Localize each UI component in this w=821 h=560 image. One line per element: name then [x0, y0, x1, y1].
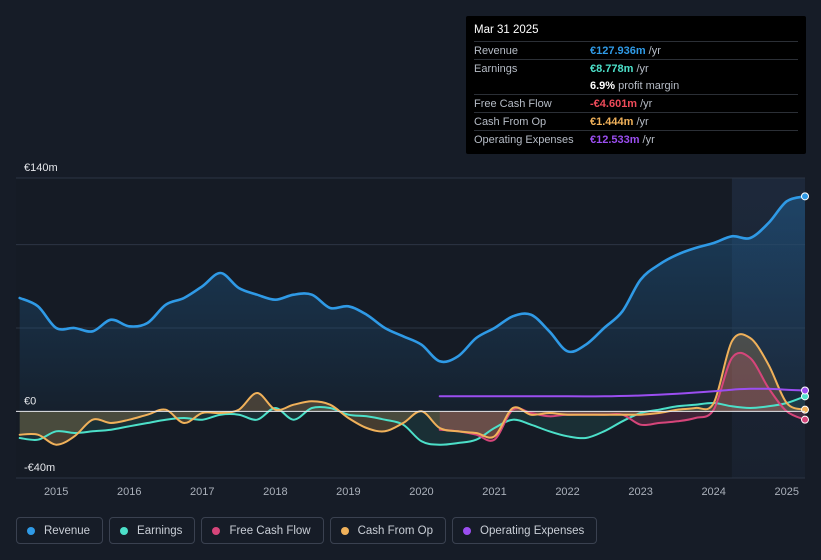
tooltip-label: Free Cash Flow — [474, 97, 552, 110]
x-tick-label: 2023 — [628, 486, 652, 498]
legend-label: Cash From Op — [357, 524, 434, 537]
legend-item-cash-from-op[interactable]: Cash From Op — [329, 517, 447, 544]
legend-item-free-cash-flow[interactable]: Free Cash Flow — [201, 517, 324, 544]
x-tick-label: 2025 — [774, 486, 798, 498]
legend-label: Operating Expenses — [480, 524, 585, 537]
tooltip-value: €1.444m — [590, 115, 634, 128]
x-tick-label: 2018 — [263, 486, 287, 498]
y-tick-label: €140m — [24, 162, 58, 174]
legend-item-earnings[interactable]: Earnings — [109, 517, 196, 544]
tooltip-label: Cash From Op — [474, 115, 547, 128]
x-tick-label: 2016 — [117, 486, 141, 498]
tooltip-label: Revenue — [474, 44, 519, 57]
legend-label: Earnings — [137, 524, 183, 537]
x-tick-label: 2022 — [555, 486, 579, 498]
legend-dot-icon — [340, 526, 349, 535]
tooltip-unit: profit margin — [618, 79, 680, 92]
tooltip-value: €8.778m — [590, 62, 634, 75]
legend-label: Free Cash Flow — [229, 524, 311, 537]
chart-legend: Revenue Earnings Free Cash Flow Cash Fro… — [16, 517, 598, 544]
tooltip-unit: /yr — [636, 62, 649, 75]
data-tooltip: Mar 31 2025 Revenue €127.936m /yr Earnin… — [466, 16, 806, 154]
tooltip-row-operating-expenses: Operating Expenses €12.533m /yr — [474, 130, 798, 148]
legend-dot-icon — [463, 526, 472, 535]
tooltip-value: €127.936m — [590, 44, 646, 57]
tooltip-row-cash-from-op: Cash From Op €1.444m /yr — [474, 112, 798, 130]
series-endpoint-free-cash-flow — [801, 415, 809, 424]
series-endpoint-revenue — [801, 192, 809, 201]
legend-label: Revenue — [44, 524, 91, 537]
tooltip-unit: /yr — [636, 115, 649, 128]
series-line-earnings — [18, 395, 806, 446]
tooltip-value: 6.9% — [590, 79, 616, 92]
series-line-free-cash-flow — [438, 351, 806, 442]
legend-item-revenue[interactable]: Revenue — [16, 517, 104, 544]
series-line-cash-from-op — [18, 333, 806, 446]
x-tick-label: 2020 — [409, 486, 433, 498]
x-tick-label: 2019 — [336, 486, 360, 498]
y-tick-label: -€40m — [24, 462, 55, 474]
tooltip-unit: /yr — [648, 44, 661, 57]
tooltip-unit: /yr — [640, 97, 653, 110]
y-tick-label: €0 — [24, 395, 36, 407]
tooltip-unit: /yr — [642, 133, 655, 146]
series-line-revenue — [18, 195, 807, 364]
legend-dot-icon — [27, 526, 35, 535]
tooltip-row-free-cash-flow: Free Cash Flow -€4.601m /yr — [474, 94, 798, 112]
tooltip-row-profit-margin: 6.9% profit margin — [474, 77, 798, 94]
tooltip-row-revenue: Revenue €127.936m /yr — [474, 41, 798, 59]
legend-dot-icon — [212, 526, 221, 535]
x-tick-label: 2021 — [482, 486, 506, 498]
x-tick-label: 2015 — [44, 486, 68, 498]
legend-dot-icon — [120, 526, 129, 535]
tooltip-value: -€4.601m — [590, 97, 638, 110]
x-tick-label: 2024 — [701, 486, 725, 498]
x-tick-label: 2017 — [190, 486, 214, 498]
series-area-revenue — [19, 196, 805, 412]
series-endpoint-operating-expenses — [801, 386, 809, 395]
legend-item-operating-expenses[interactable]: Operating Expenses — [452, 517, 598, 544]
tooltip-value: €12.533m — [590, 133, 640, 146]
tooltip-label: Operating Expenses — [474, 133, 574, 146]
tooltip-label: Earnings — [474, 62, 518, 75]
tooltip-date: Mar 31 2025 — [474, 24, 539, 36]
series-line-operating-expenses — [438, 387, 806, 398]
series-endpoint-cash-from-op — [801, 405, 809, 414]
tooltip-row-earnings: Earnings €8.778m /yr — [474, 59, 798, 77]
series-area-earnings — [19, 396, 805, 445]
